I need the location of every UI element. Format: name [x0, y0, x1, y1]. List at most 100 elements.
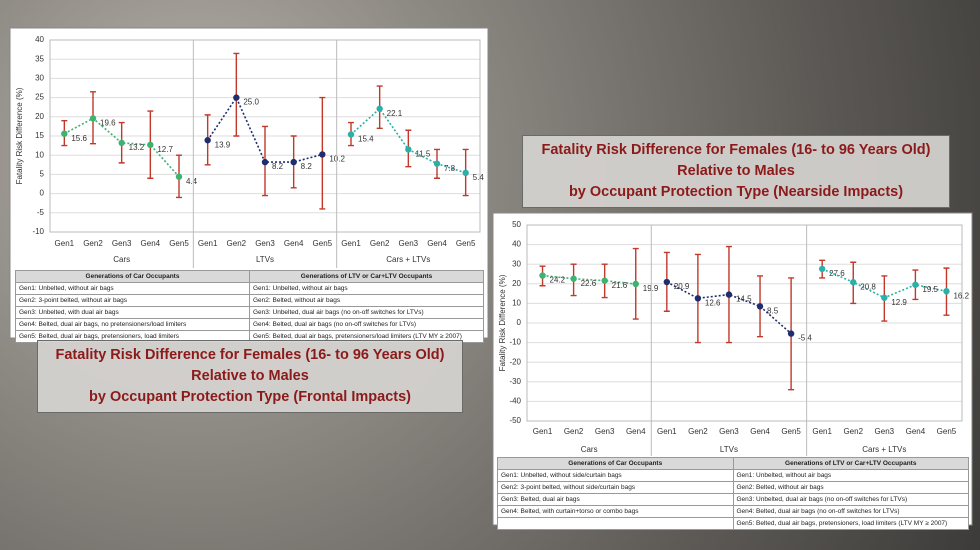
y-tick-label: 20 [35, 112, 44, 121]
x-tick-label: Gen3 [112, 239, 132, 248]
value-label: 10.2 [329, 155, 345, 164]
value-label: 13.9 [215, 140, 231, 149]
x-tick-label: Gen5 [456, 239, 476, 248]
y-tick-label: 15 [35, 131, 44, 140]
value-label: 8.5 [767, 306, 779, 315]
x-tick-label: Gen4 [906, 427, 926, 436]
value-label: 20.9 [674, 282, 690, 291]
plot-frame [49, 39, 481, 233]
y-tick-label: -20 [509, 357, 521, 366]
plot-frame [526, 224, 963, 422]
y-axis-label: Fatality Risk Difference (%) [498, 274, 507, 371]
table-row: Gen4: Belted, with curtain+torso or comb… [497, 505, 969, 518]
y-tick-label: 40 [512, 240, 521, 249]
x-tick-label: Gen4 [626, 427, 646, 436]
x-tick-label: Gen2 [83, 239, 103, 248]
x-tick-label: Gen1 [198, 239, 218, 248]
x-tick-label: Gen4 [141, 239, 161, 248]
title-line: Fatality Risk Difference for Females (16… [541, 142, 931, 158]
data-point [261, 158, 269, 166]
x-tick-label: Gen1 [812, 427, 832, 436]
table-row: Gen2: 3-point belted, without side/curta… [497, 481, 969, 494]
table-cell [497, 517, 734, 530]
y-tick-label: 0 [40, 189, 45, 198]
y-tick-label: 5 [40, 170, 45, 179]
data-point [204, 137, 211, 144]
x-tick-label: Gen3 [595, 427, 615, 436]
value-label: 16.2 [953, 291, 969, 300]
title-line: by Occupant Protection Type (Nearside Im… [568, 184, 904, 200]
value-label: 20.8 [860, 282, 876, 291]
y-tick-label: 20 [512, 279, 521, 288]
y-tick-label: -5 [37, 208, 45, 217]
data-point [405, 146, 412, 153]
table-cell: Gen1: Unbelted, without air bags [249, 282, 484, 295]
data-point [818, 265, 826, 273]
y-tick-label: 35 [35, 54, 44, 63]
data-point [912, 281, 919, 288]
x-tick-label: Gen3 [255, 239, 275, 248]
x-tick-label: Gen1 [341, 239, 361, 248]
x-tick-label: Gen5 [169, 239, 189, 248]
value-label: 12.9 [891, 298, 907, 307]
x-tick-label: Gen2 [370, 239, 390, 248]
table-cell: Gen4: Belted, with curtain+torso or comb… [497, 505, 734, 518]
table-row: Gen1: Unbelted, without air bags Gen1: Un… [15, 282, 484, 295]
table-cell: Gen1: Unbelted, without air bags [732, 469, 969, 482]
table-row: Gen2: 3-point belted, without air bags Ge… [15, 294, 484, 307]
y-tick-label: 30 [35, 74, 44, 83]
value-label: 22.6 [581, 279, 597, 288]
value-label: 15.6 [71, 134, 87, 143]
table-cell: Gen5: Belted, dual air bags, pretensione… [732, 517, 969, 530]
table-cell: Gen3: Unbelted, with dual air bags [15, 306, 250, 319]
table-cell: Gen2: 3-point belted, without side/curta… [497, 481, 734, 494]
value-label: 12.7 [157, 145, 173, 154]
x-tick-label: Gen2 [688, 427, 708, 436]
data-point [347, 131, 355, 138]
value-label: 19.5 [922, 285, 938, 294]
group-label: Cars [581, 445, 598, 454]
group-label: LTVs [256, 255, 274, 264]
y-tick-label: -10 [509, 338, 521, 347]
group-label: Cars + LTVs [386, 255, 430, 264]
series-line [666, 281, 792, 335]
table-cell: Gen1: Unbelted, without side/curtain bag… [497, 469, 734, 482]
data-point [376, 105, 383, 112]
table-row: Gen1: Unbelted, without side/curtain bag… [497, 469, 969, 482]
title-line: by Occupant Protection Type (Frontal Imp… [89, 389, 411, 405]
x-tick-label: Gen4 [427, 239, 447, 248]
group-label: Cars + LTVs [862, 445, 906, 454]
table-cell: Gen4: Belted, dual air bags (no on-off s… [732, 505, 969, 518]
value-label: 15.4 [358, 135, 374, 144]
y-tick-label: 25 [35, 93, 44, 102]
table-header: Generations of LTV or Car+LTV Occupants [249, 270, 484, 283]
table-row: Gen3: Unbelted, with dual air bags Gen3: … [15, 306, 484, 319]
table-cell: Gen3: Belted, dual air bags [497, 493, 734, 506]
data-point [290, 158, 297, 166]
title-line: Fatality Risk Difference for Females (16… [55, 347, 445, 363]
y-tick-label: 40 [35, 35, 44, 44]
table-row: Gen4: Belted, dual air bags, no pretensi… [15, 318, 484, 331]
data-point [433, 160, 441, 167]
data-point [118, 139, 125, 147]
table-header: Generations of LTV or Car+LTV Occupants [732, 457, 969, 470]
table-cell: Gen3: Unbelted, dual air bags (no on-off… [249, 306, 484, 319]
x-tick-label: Gen4 [284, 239, 304, 248]
table-cell: Gen1: Unbelted, without air bags [15, 282, 250, 295]
y-tick-label: 0 [517, 318, 522, 327]
data-point [663, 278, 671, 286]
value-label: 14.5 [736, 295, 752, 304]
table-cell: Gen4: Belted, dual air bags (no on-off s… [249, 318, 484, 331]
table-row: Gen5: Belted, dual air bags, pretensione… [497, 517, 969, 530]
table-header: Generations of Car Occupants [497, 457, 734, 470]
value-label: 4.4 [186, 177, 198, 186]
data-point [462, 169, 469, 177]
y-axis-label: Fatality Risk Difference (%) [15, 87, 24, 184]
data-point [233, 94, 240, 101]
value-label: 8.2 [272, 162, 284, 171]
y-tick-label: 50 [512, 220, 521, 229]
data-point [61, 130, 68, 137]
group-label: Cars [113, 255, 130, 264]
title-line: Relative to Males [191, 368, 309, 384]
value-label: 11.5 [415, 150, 431, 159]
